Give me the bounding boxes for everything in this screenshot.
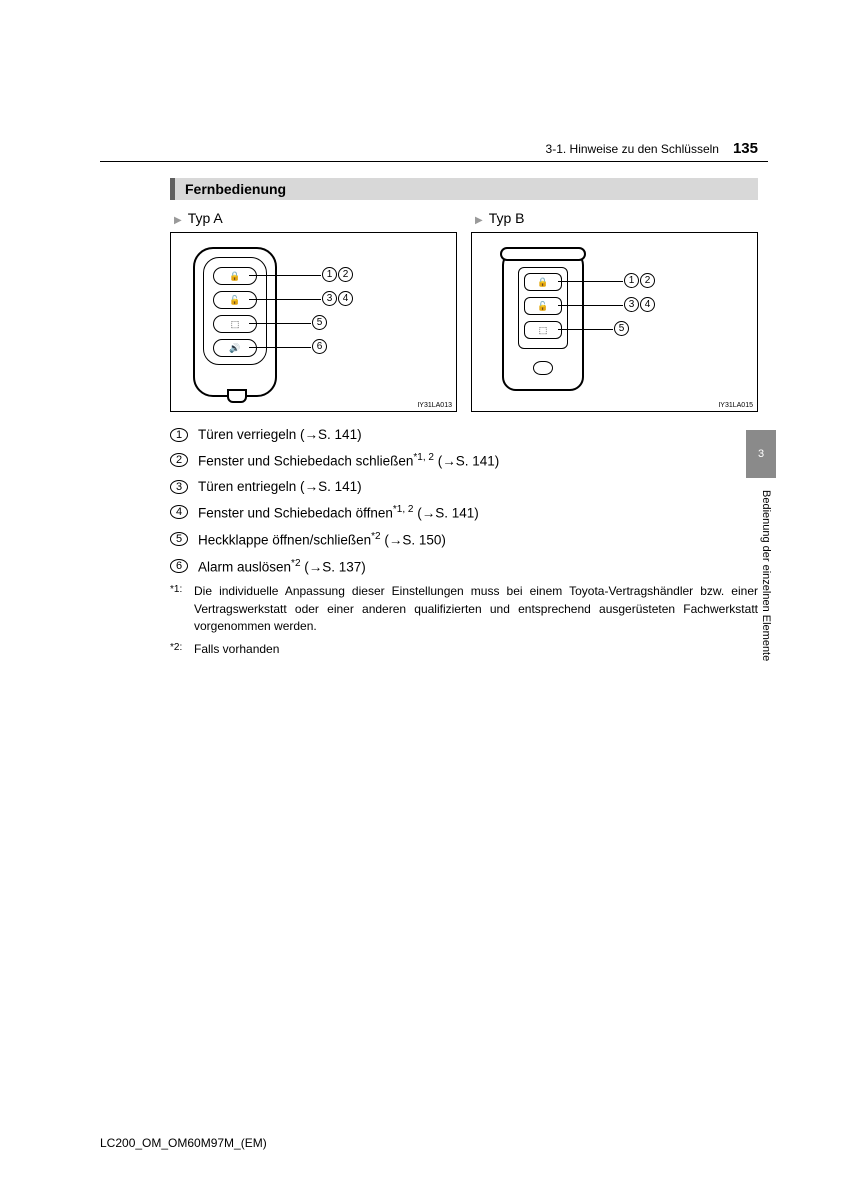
list-item: 1 Türen verriegeln (→S. 141) bbox=[170, 426, 758, 444]
footnotes: *1:Die individuelle Anpassung dieser Ein… bbox=[170, 583, 758, 660]
type-a-label: ▶Typ A bbox=[174, 210, 457, 226]
numbered-list: 1 Türen verriegeln (→S. 141) 2 Fenster und … bbox=[170, 426, 758, 576]
diagram-id-a: IY31LA013 bbox=[417, 402, 452, 409]
lock-button-icon: 🔒 bbox=[524, 273, 562, 291]
unlock-button-icon: 🔓 bbox=[524, 297, 562, 315]
chapter-tab: 3 bbox=[746, 430, 776, 478]
page-number: 135 bbox=[733, 140, 758, 157]
type-a-diagram: 🔒 🔓 ⬚ 🔊 12 34 5 6 IY31LA013 bbox=[170, 232, 457, 412]
item-number: 1 bbox=[170, 428, 188, 442]
list-item: 3 Türen entriegeln (→S. 141) bbox=[170, 478, 758, 496]
alarm-button-icon: 🔊 bbox=[213, 339, 257, 357]
manual-page: 3-1. Hinweise zu den Schlüsseln 135 Fern… bbox=[0, 0, 848, 1200]
item-text: Alarm auslösen*2 (→S. 137) bbox=[198, 557, 366, 577]
callout-6: 6 bbox=[311, 339, 327, 354]
trunk-button-icon: ⬚ bbox=[524, 321, 562, 339]
footnote: *1:Die individuelle Anpassung dieser Ein… bbox=[170, 583, 758, 635]
item-text: Türen entriegeln (→S. 141) bbox=[198, 478, 362, 496]
callout-b-1-2: 12 bbox=[623, 273, 655, 288]
item-number: 5 bbox=[170, 532, 188, 546]
item-number: 2 bbox=[170, 453, 188, 467]
callout-1-2: 12 bbox=[321, 267, 353, 282]
callout-5: 5 bbox=[311, 315, 327, 330]
list-item: 4 Fenster und Schiebedach öffnen*1, 2 (→S… bbox=[170, 503, 758, 523]
item-text: Heckklappe öffnen/schließen*2 (→S. 150) bbox=[198, 530, 446, 550]
type-b-column: ▶Typ B 🔒 🔓 ⬚ 12 34 5 bbox=[471, 208, 758, 412]
trunk-button-icon: ⬚ bbox=[213, 315, 257, 333]
item-text: Türen verriegeln (→S. 141) bbox=[198, 426, 362, 444]
list-item: 5 Heckklappe öffnen/schließen*2 (→S. 150) bbox=[170, 530, 758, 550]
item-number: 6 bbox=[170, 559, 188, 573]
callout-b-3-4: 34 bbox=[623, 297, 655, 312]
header-rule bbox=[100, 161, 768, 162]
lock-button-icon: 🔒 bbox=[213, 267, 257, 285]
diagram-id-b: IY31LA015 bbox=[718, 402, 753, 409]
footer-code: LC200_OM_OM60M97M_(EM) bbox=[100, 1136, 267, 1150]
list-item: 6 Alarm auslösen*2 (→S. 137) bbox=[170, 557, 758, 577]
chapter-title-vertical: Bedienung der einzelnen Elemente bbox=[752, 490, 772, 740]
footnote-text: Falls vorhanden bbox=[194, 641, 279, 660]
keyfob-b-icon: 🔒 🔓 ⬚ bbox=[502, 251, 584, 391]
footnote-mark: *2: bbox=[170, 641, 190, 660]
type-b-label: ▶Typ B bbox=[475, 210, 758, 226]
item-text: Fenster und Schiebedach schließen*1, 2 (… bbox=[198, 451, 499, 471]
type-b-diagram: 🔒 🔓 ⬚ 12 34 5 IY31LA015 bbox=[471, 232, 758, 412]
item-text: Fenster und Schiebedach öffnen*1, 2 (→S.… bbox=[198, 503, 479, 523]
footnote-text: Die individuelle Anpassung dieser Einste… bbox=[194, 583, 758, 635]
toyota-logo-icon bbox=[533, 361, 553, 375]
keyfob-a-icon: 🔒 🔓 ⬚ 🔊 bbox=[193, 247, 277, 397]
unlock-button-icon: 🔓 bbox=[213, 291, 257, 309]
section-title: Fernbedienung bbox=[170, 178, 758, 200]
content-area: Fernbedienung ▶Typ A 🔒 🔓 ⬚ 🔊 bbox=[100, 178, 768, 660]
type-a-column: ▶Typ A 🔒 🔓 ⬚ 🔊 12 34 bbox=[170, 208, 457, 412]
callout-b-5: 5 bbox=[613, 321, 629, 336]
page-header: 3-1. Hinweise zu den Schlüsseln 135 bbox=[100, 140, 768, 157]
footnote-mark: *1: bbox=[170, 583, 190, 635]
item-number: 4 bbox=[170, 505, 188, 519]
breadcrumb: 3-1. Hinweise zu den Schlüsseln bbox=[546, 142, 719, 156]
item-number: 3 bbox=[170, 480, 188, 494]
triangle-icon: ▶ bbox=[174, 215, 182, 226]
triangle-icon: ▶ bbox=[475, 215, 483, 226]
list-item: 2 Fenster und Schiebedach schließen*1, 2 … bbox=[170, 451, 758, 471]
types-row: ▶Typ A 🔒 🔓 ⬚ 🔊 12 34 bbox=[170, 208, 758, 412]
footnote: *2:Falls vorhanden bbox=[170, 641, 758, 660]
callout-3-4: 34 bbox=[321, 291, 353, 306]
